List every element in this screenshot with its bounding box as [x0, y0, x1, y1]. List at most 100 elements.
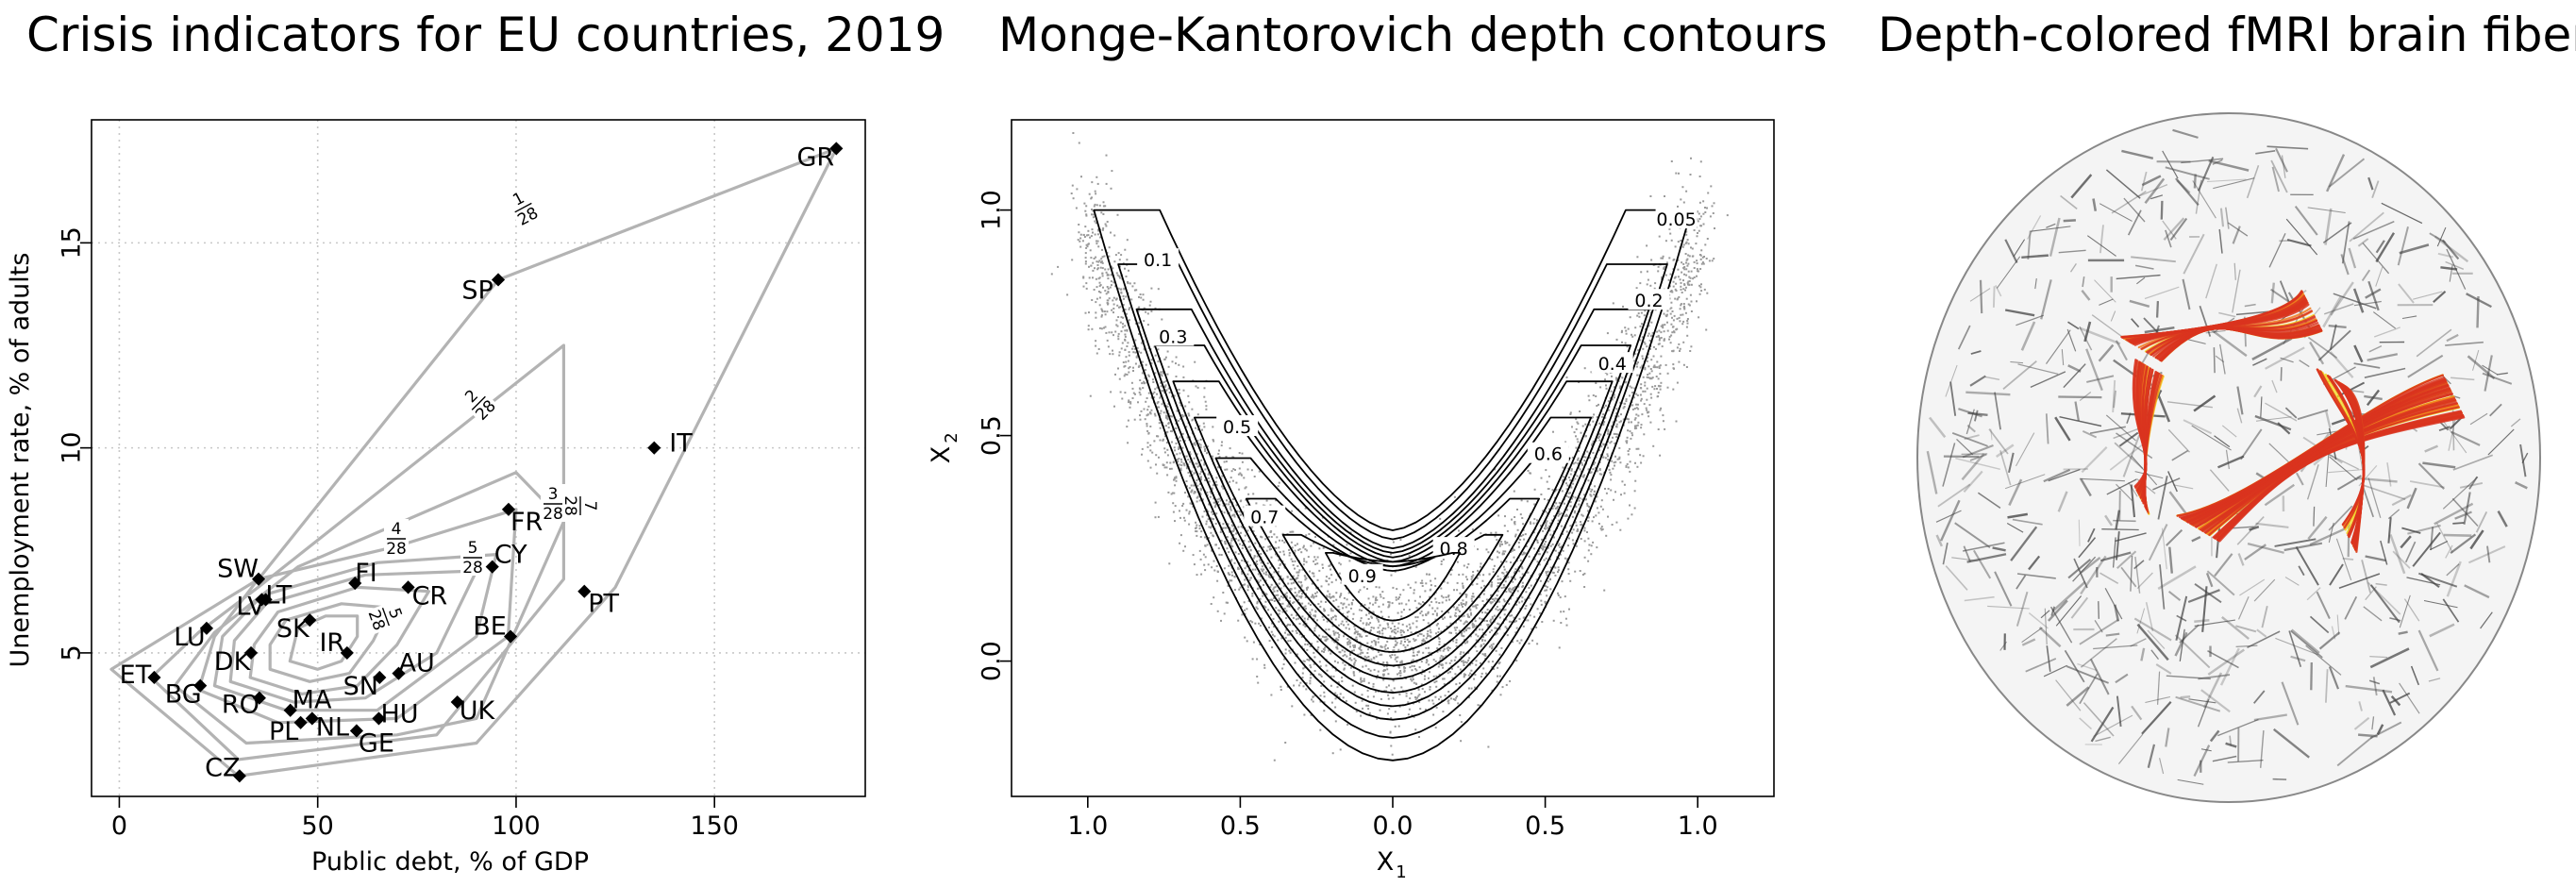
brain-mesh-strand: [2472, 349, 2480, 371]
contour-label-numerator: 4: [392, 520, 402, 539]
brain-mesh-strand: [2175, 695, 2221, 712]
brain-mesh-strand: [2476, 295, 2480, 328]
brain-mesh-strand: [2105, 169, 2141, 199]
brain-mesh-strand: [2209, 729, 2220, 743]
brain-mesh-strand: [2159, 564, 2166, 610]
brain-mesh-strand: [2087, 527, 2096, 543]
brain-mesh-strand: [2093, 714, 2133, 738]
brain-mesh-strand: [2206, 570, 2235, 596]
fiber-bundles: [2120, 290, 2466, 553]
brain-mesh-strand: [2369, 647, 2410, 669]
brain-mesh-strand: [2329, 324, 2337, 350]
brain-mesh-strand: [2232, 226, 2241, 244]
brain-mesh-strand: [2112, 379, 2116, 412]
brain-mesh-strand: [2090, 706, 2115, 743]
brain-mesh-strand: [2016, 573, 2056, 579]
brain-mesh-strand: [2086, 375, 2115, 383]
country-label-pl: PL: [269, 717, 298, 746]
brain-mesh-strand: [2016, 575, 2027, 590]
brain-mesh-strand: [2329, 563, 2344, 586]
brain-mesh-strand: [2264, 483, 2295, 507]
brain-mesh-strand: [2365, 555, 2387, 562]
contour-label-0.3: 0.3: [1152, 325, 1195, 347]
brain-mesh-strand: [2284, 577, 2300, 586]
brain-mesh-strand: [2253, 385, 2263, 398]
brain-mesh-strand: [2016, 591, 2029, 627]
brain-mesh-strand: [2283, 542, 2323, 552]
brain-mesh-strand: [2080, 555, 2107, 595]
brain-mesh-strand: [2043, 664, 2067, 678]
brain-mesh-strand: [2416, 328, 2452, 358]
contour-label-text: 0.9: [1348, 566, 1377, 587]
brain-mesh-strand: [2115, 510, 2121, 530]
brain-mesh-strand: [2016, 314, 2045, 326]
brain-mesh-strand: [2116, 550, 2137, 569]
brain-mesh-strand: [2082, 430, 2098, 439]
brain-mesh-strand: [2040, 279, 2052, 320]
brain-mesh-strand: [2299, 360, 2310, 368]
contour-label-0.6: 0.6: [1527, 442, 1569, 465]
y-axis-label: Unemployment rate, % of adults: [6, 253, 35, 668]
brain-mesh-strand: [2450, 533, 2477, 555]
fiber-lower-bundle: [2212, 410, 2462, 539]
brain-mesh-strand: [2255, 522, 2289, 528]
brain-mesh-strand: [2244, 303, 2256, 308]
brain-mesh-strand: [2412, 531, 2441, 567]
brain-mesh-strand: [2375, 232, 2396, 263]
brain-mesh-strand: [2159, 758, 2165, 775]
brain-mesh-strand: [2194, 619, 2235, 628]
brain-mesh-strand: [2055, 679, 2082, 711]
brain-mesh-strand: [2298, 565, 2305, 577]
x-tick-label: 1.0: [1678, 812, 1718, 841]
brain-mesh-strand: [2445, 544, 2453, 559]
brain-mesh-strand: [2252, 358, 2267, 366]
brain-mesh-strand: [2117, 733, 2144, 764]
brain-mesh-strand: [2179, 628, 2185, 661]
contour-label-bar: [514, 202, 532, 213]
brain-mesh-strand: [2294, 205, 2318, 236]
country-point-ma: [283, 703, 297, 717]
brain-mesh-strand: [2297, 409, 2329, 421]
brain-mesh-strand: [2099, 225, 2104, 254]
brain-mesh-strand: [2451, 497, 2479, 527]
brain-mesh-strand: [1999, 450, 2012, 486]
brain-mesh-strand: [2365, 288, 2382, 299]
brain-mesh-strand: [2407, 354, 2444, 378]
brain-mesh-strand: [2085, 348, 2103, 392]
brain-mesh-strand: [2089, 426, 2126, 435]
brain-mesh-strand: [2305, 644, 2342, 676]
brain-mesh-strand: [2464, 584, 2490, 599]
brain-mesh-strand: [2362, 243, 2390, 275]
x-tick-label: 0.5: [1220, 812, 1261, 841]
country-label-sk: SK: [276, 614, 310, 644]
brain-mesh-strand: [2136, 572, 2153, 590]
country-point-et: [147, 670, 161, 685]
brain-mesh-strand: [2398, 283, 2415, 304]
contour-label-denominator: 28: [386, 540, 407, 559]
brain-mesh-strand: [2309, 527, 2346, 546]
country-label-fr: FR: [510, 508, 543, 537]
brain-mesh-strand: [2372, 677, 2378, 696]
brain-mesh-strand: [2217, 455, 2245, 469]
brain-mesh-strand: [2371, 180, 2380, 199]
brain-mesh-strand: [2307, 515, 2328, 540]
brain-mesh-strand: [2104, 588, 2123, 620]
brain-mesh: [1916, 112, 2541, 803]
brain-mesh-strand: [2407, 524, 2441, 535]
brain-mesh-strand: [2112, 537, 2116, 568]
brain-mesh-strand: [2028, 555, 2041, 571]
brain-mesh-strand: [2253, 713, 2287, 722]
brain-mesh-strand: [2443, 533, 2472, 537]
brain-mesh-strand: [2510, 418, 2521, 427]
brain-mesh-strand: [2225, 449, 2231, 470]
brain-mesh-strand: [2274, 538, 2317, 547]
brain-mesh-strand: [2207, 648, 2246, 676]
brain-mesh-strand: [2008, 478, 2023, 507]
brain-mesh-strand: [2134, 264, 2154, 270]
brain-mesh-strand: [2440, 266, 2458, 271]
brain-mesh-strand: [2272, 728, 2310, 759]
brain-mesh-strand: [2173, 484, 2194, 490]
brain-mesh-strand: [2183, 419, 2213, 435]
y-tick-label: 0.0: [977, 641, 1006, 681]
